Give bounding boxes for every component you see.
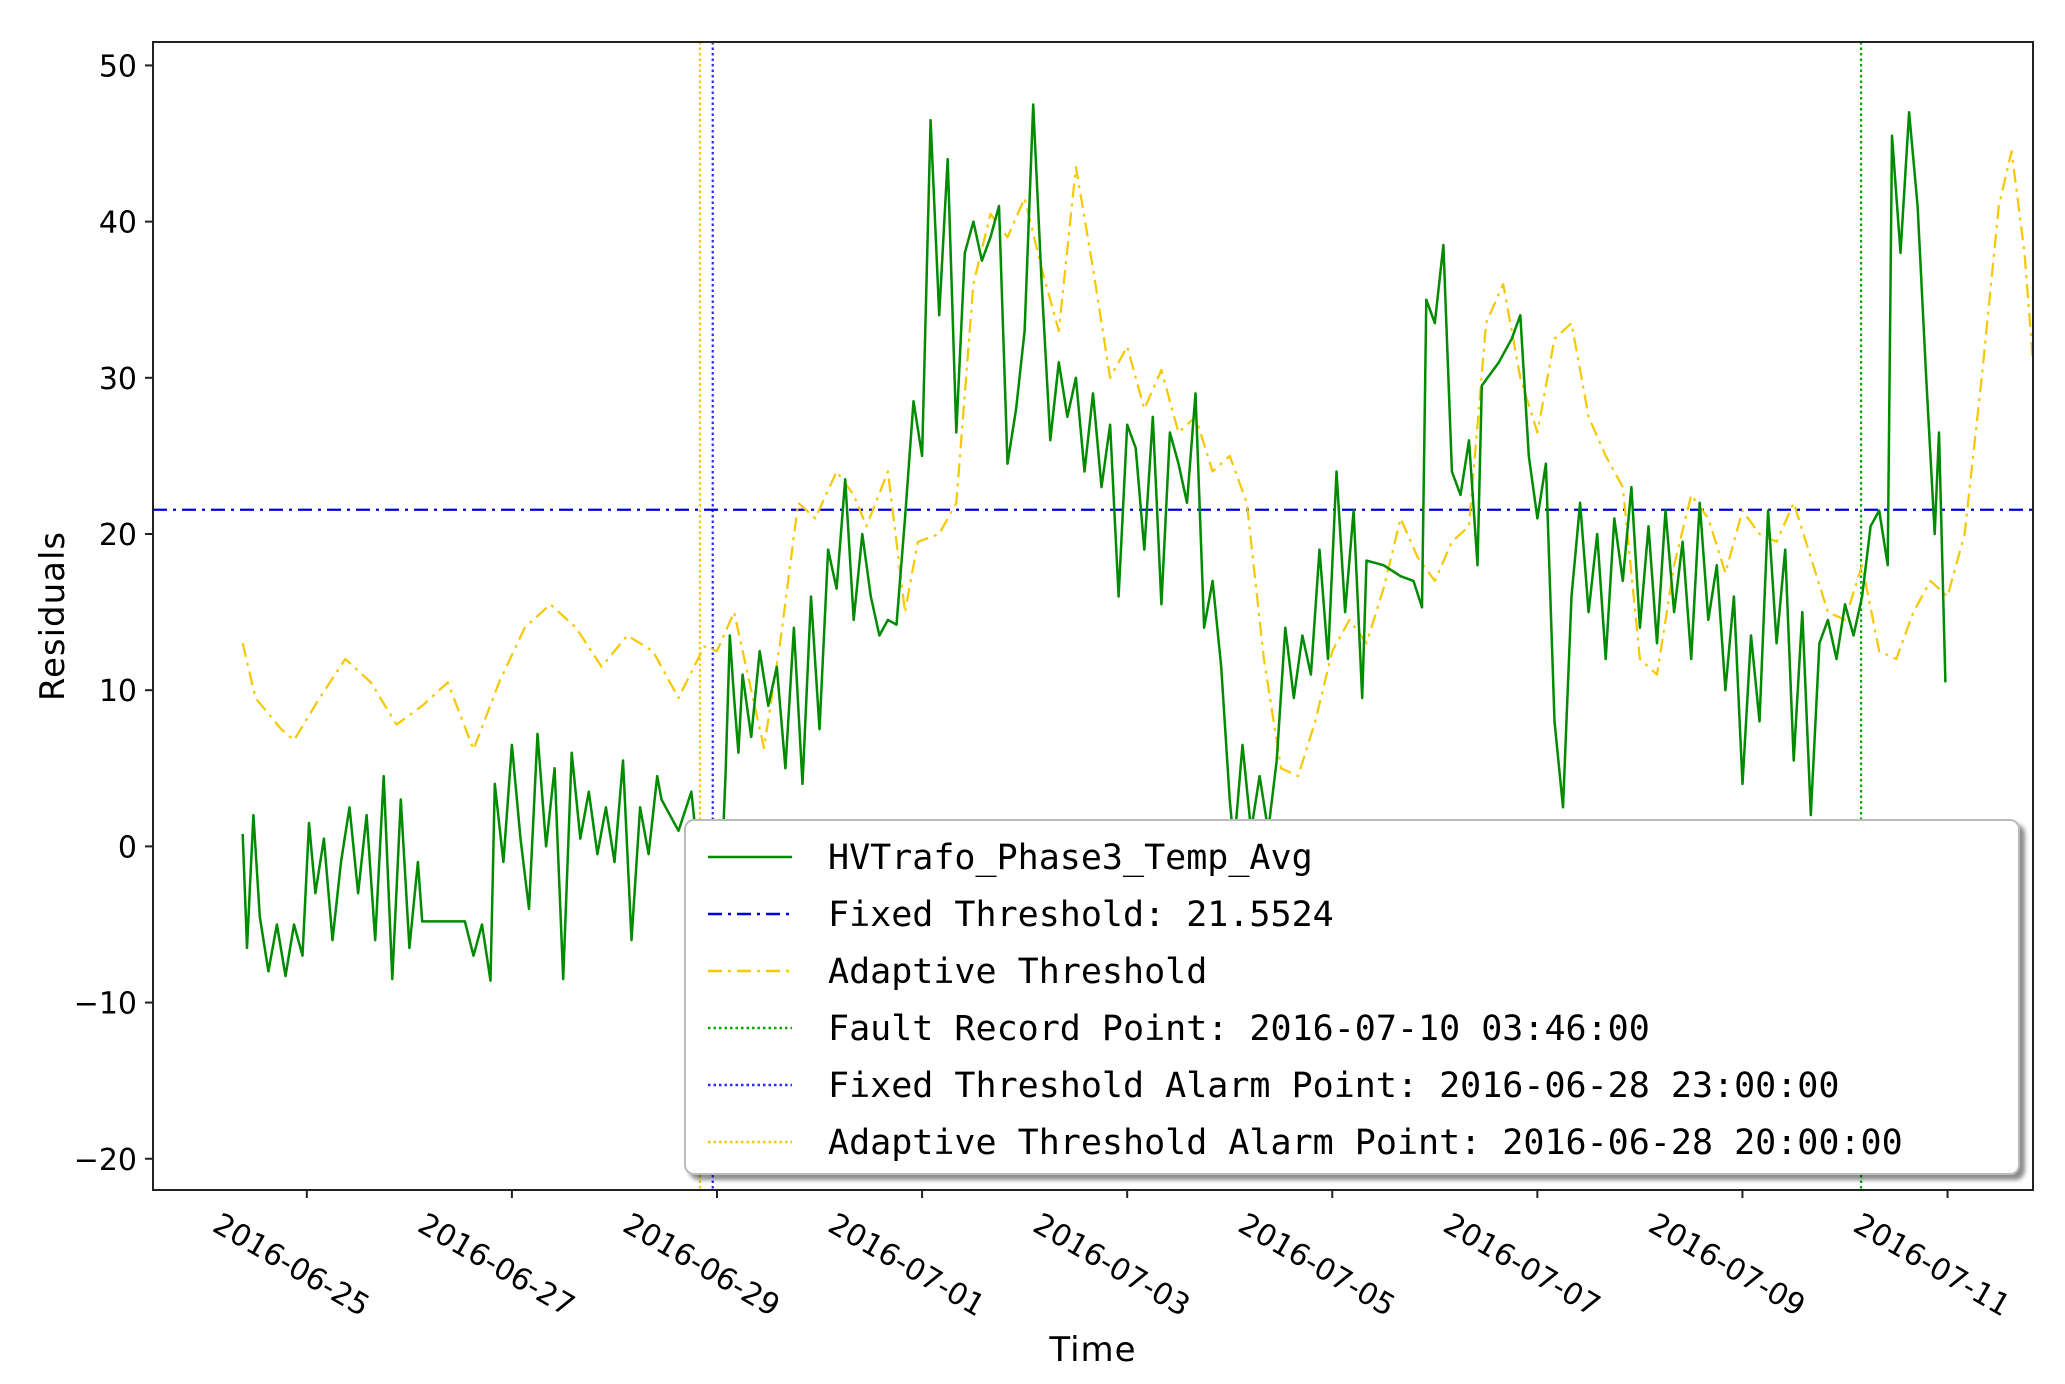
- legend-label-3: Fault Record Point: 2016-07-10 03:46:00: [828, 1009, 1650, 1049]
- y-axis-label: Residuals: [33, 531, 73, 701]
- y-tick-label-0: −20: [74, 1143, 137, 1178]
- x-tick-label-3: 2016-07-01: [822, 1207, 990, 1324]
- y-tick-label-6: 40: [99, 206, 137, 241]
- legend-label-1: Fixed Threshold: 21.5524: [828, 895, 1334, 935]
- x-tick-label-4: 2016-07-03: [1027, 1207, 1195, 1324]
- y-tick-label-2: 0: [118, 830, 137, 865]
- legend-label-5: Adaptive Threshold Alarm Point: 2016-06-…: [828, 1123, 1903, 1163]
- legend: HVTrafo_Phase3_Temp_Avg Fixed Threshold: …: [684, 819, 2020, 1175]
- x-tick-label-2: 2016-06-29: [617, 1207, 785, 1324]
- y-tick-label-1: −10: [74, 987, 137, 1022]
- legend-box: [684, 819, 2020, 1175]
- legend-label-4: Fixed Threshold Alarm Point: 2016-06-28 …: [828, 1066, 1839, 1106]
- x-axis: 2016-06-25 2016-06-27 2016-06-29 2016-07-01…: [207, 1190, 2016, 1324]
- x-tick-label-0: 2016-06-25: [207, 1207, 375, 1324]
- y-tick-label-5: 30: [99, 362, 137, 397]
- x-tick-label-8: 2016-07-11: [1848, 1207, 2016, 1324]
- series-layer: [153, 42, 2033, 1190]
- plot-frame: [152, 41, 2034, 1191]
- legend-label-2: Adaptive Threshold: [828, 952, 1207, 992]
- x-axis-label: Time: [1048, 1330, 1136, 1370]
- x-tick-label-7: 2016-07-09: [1642, 1207, 1810, 1324]
- legend-label-0: HVTrafo_Phase3_Temp_Avg: [828, 838, 1313, 878]
- y-tick-label-3: 10: [99, 674, 137, 709]
- series-line-2: [241, 150, 2033, 778]
- y-axis: −20 −10 0 10 20 30 40 50: [74, 49, 153, 1178]
- x-tick-label-1: 2016-06-27: [412, 1207, 580, 1324]
- x-tick-label-6: 2016-07-07: [1437, 1207, 1605, 1324]
- y-tick-label-4: 20: [99, 518, 137, 553]
- y-tick-label-7: 50: [99, 49, 137, 84]
- series-line-0: [241, 103, 1947, 1137]
- x-tick-label-5: 2016-07-05: [1232, 1207, 1400, 1324]
